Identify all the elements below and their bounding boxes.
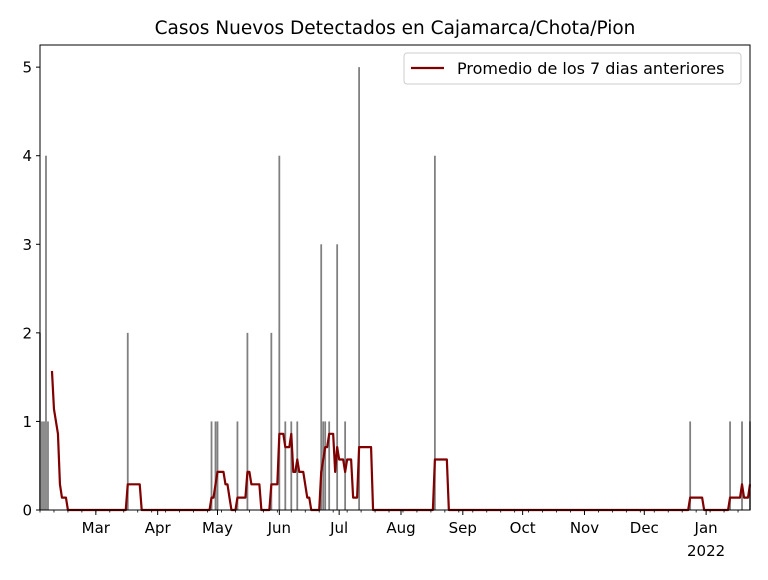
bar-19 bbox=[328, 421, 331, 510]
legend-frame bbox=[403, 52, 742, 85]
bar-12 bbox=[278, 155, 281, 510]
x-tick-label-oct: Oct bbox=[510, 519, 536, 537]
bar-11 bbox=[270, 332, 273, 510]
y-tick-label-5: 5 bbox=[22, 59, 32, 77]
bar-24 bbox=[689, 421, 692, 510]
legend-label: Promedio de los 7 dias anteriores bbox=[457, 59, 724, 78]
x-tick-label-sep: Sep bbox=[449, 519, 477, 537]
x-tick-label-mar: Mar bbox=[82, 519, 111, 537]
y-tick-label-2: 2 bbox=[22, 324, 32, 342]
bar-20 bbox=[336, 244, 339, 511]
x-tick-label-jun: Jun bbox=[267, 519, 291, 537]
y-tick-label-3: 3 bbox=[22, 236, 32, 254]
axes-layer: 0 1 2 3 4 5 Mar Apr May Jun Jul Aug Sep Oct Nov Dec Jan 2… bbox=[22, 44, 751, 560]
bar-10 bbox=[246, 332, 249, 510]
bars-layer bbox=[39, 67, 751, 511]
x-tick-label-nov: Nov bbox=[570, 519, 599, 537]
x-tick-label-apr: Apr bbox=[145, 519, 172, 537]
bar-1 bbox=[41, 421, 43, 510]
x-tick-label-aug: Aug bbox=[386, 519, 415, 537]
bar-6 bbox=[210, 421, 213, 510]
bar-14 bbox=[290, 421, 293, 510]
legend: Promedio de los 7 dias anteriores bbox=[403, 52, 742, 85]
bar-16 bbox=[320, 244, 323, 511]
y-tick-label-4: 4 bbox=[22, 147, 32, 165]
bar-13 bbox=[284, 421, 287, 510]
bar-18 bbox=[324, 421, 327, 510]
series-line-avg bbox=[50, 370, 752, 512]
x-tick-label-may: May bbox=[202, 519, 233, 537]
bar-5 bbox=[126, 332, 129, 510]
y-tick-label-1: 1 bbox=[22, 413, 32, 431]
bar-3 bbox=[45, 155, 47, 510]
x-tick-sublabel-year: 2022 bbox=[687, 542, 725, 560]
bar-9 bbox=[236, 421, 239, 510]
plot-frame bbox=[39, 44, 751, 511]
bar-2 bbox=[43, 421, 45, 510]
x-tick-label-dec: Dec bbox=[630, 519, 659, 537]
x-tick-label-jul: Jul bbox=[329, 519, 348, 537]
y-tick-label-0: 0 bbox=[22, 502, 32, 520]
line-layer bbox=[50, 370, 752, 512]
bar-25 bbox=[729, 421, 731, 510]
chart-title: Casos Nuevos Detectados en Cajamarca/Cho… bbox=[155, 18, 636, 39]
bar-22 bbox=[358, 67, 360, 510]
bar-4 bbox=[47, 421, 49, 510]
bar-26 bbox=[741, 421, 743, 510]
x-tick-label-jan: Jan bbox=[694, 519, 718, 537]
bar-7 bbox=[214, 421, 217, 510]
bar-8 bbox=[216, 421, 219, 510]
bar-23 bbox=[433, 155, 436, 510]
